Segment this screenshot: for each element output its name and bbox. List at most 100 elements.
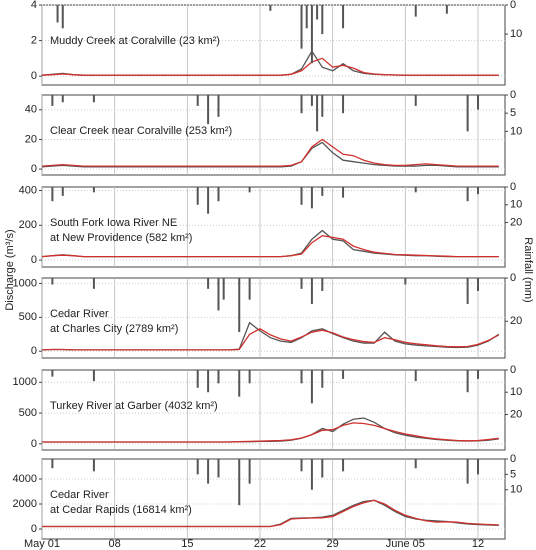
panel-title: at Cedar Rapids (16814 km²) (50, 504, 192, 516)
rainfall-bar (466, 95, 469, 132)
y-tick-label: 400 (19, 184, 37, 196)
rainfall-bar (207, 95, 210, 125)
y2-tick-label: 0 (510, 453, 516, 465)
rainfall-bar (321, 187, 324, 196)
rainfall-bar (217, 187, 220, 202)
rainfall-bar (414, 370, 417, 382)
rainfall-bar (300, 95, 303, 114)
panel-title: Turkey River at Garber (4032 km²) (50, 400, 218, 412)
rainfall-bar (217, 370, 220, 384)
rainfall-bar (466, 187, 469, 202)
rainfall-bar (217, 459, 220, 478)
rainfall-bar (207, 187, 210, 214)
y2-axis-label: Rainfall (mm) (522, 237, 534, 302)
y2-tick-label: 0 (510, 89, 516, 101)
y2-tick-label: 10 (510, 28, 522, 40)
rainfall-bar (321, 95, 324, 117)
rainfall-bar (404, 278, 407, 285)
rainfall-bar (310, 278, 313, 304)
y-tick-label: 0 (31, 345, 37, 357)
rainfall-bar (238, 370, 241, 397)
rainfall-bar (92, 187, 95, 193)
rainfall-bar (61, 187, 64, 196)
rainfall-bar (207, 370, 210, 393)
y-tick-label: 1000 (13, 376, 37, 388)
rainfall-bar (51, 187, 54, 202)
rainfall-bar (305, 5, 308, 29)
rainfall-bar (248, 370, 251, 384)
y2-tick-label: 5 (510, 468, 516, 480)
y2-tick-label: 0 (510, 364, 516, 376)
rainfall-bar (414, 459, 417, 469)
y-tick-label: 500 (19, 311, 37, 323)
rainfall-bar (248, 278, 251, 300)
discharge-line (41, 49, 499, 76)
rainfall-bar (51, 370, 54, 377)
rainfall-bar (61, 5, 64, 29)
rainfall-bar (300, 278, 303, 289)
discharge-line (41, 141, 499, 168)
y2-tick-label: 10 (510, 386, 522, 398)
y2-tick-label: 5 (510, 107, 516, 119)
rainfall-bar (300, 5, 303, 49)
panel-title: at Charles City (2789 km²) (50, 323, 178, 335)
rainfall-bar (196, 370, 199, 388)
rainfall-bar (342, 187, 345, 198)
rainfall-bar (414, 95, 417, 106)
rainfall-bar (466, 459, 469, 484)
rainfall-bar (466, 370, 469, 393)
rainfall-bar (92, 459, 95, 472)
y-tick-label: 2 (31, 34, 37, 46)
y-tick-label: 0 (31, 163, 37, 175)
y-tick-label: 4 (31, 0, 37, 11)
rainfall-bar (321, 459, 324, 478)
rainfall-bar (51, 278, 54, 285)
panel-title: Clear Creek near Coralville (253 km²) (50, 125, 232, 137)
rainfall-bar (342, 370, 345, 379)
rainfall-bar (56, 5, 59, 23)
rainfall-bar (310, 187, 313, 209)
discharge-line (41, 235, 499, 258)
rainfall-bar (342, 5, 345, 29)
rainfall-bar (238, 459, 241, 506)
rainfall-bar (414, 187, 417, 193)
y-tick-label: 4000 (13, 473, 37, 485)
y2-tick-label: 10 (510, 125, 522, 137)
y2-tick-label: 10 (510, 484, 522, 496)
rainfall-bar (300, 370, 303, 384)
y-tick-label: 0 (31, 523, 37, 535)
y2-tick-label: 0 (510, 272, 516, 284)
rainfall-bar (477, 187, 480, 195)
discharge-line (42, 499, 499, 528)
x-tick-label: 12 (472, 538, 484, 550)
rainfall-bar (342, 95, 345, 114)
rainfall-bar (300, 187, 303, 205)
rainfall-bar (61, 95, 64, 103)
x-tick-label: 22 (254, 538, 266, 550)
x-tick-label: May 01 (24, 538, 60, 550)
y2-tick-label: 0 (510, 181, 516, 193)
rainfall-bar (92, 278, 95, 289)
rainfall-bar (92, 370, 95, 382)
discharge-line (41, 138, 499, 167)
y-tick-label: 20 (25, 133, 37, 145)
rainfall-bar (414, 5, 417, 17)
rainfall-bar (207, 278, 210, 289)
rainfall-bar (51, 459, 54, 469)
y2-tick-label: 10 (510, 199, 522, 211)
panel-title: at New Providence (582 km²) (50, 232, 192, 244)
y2-tick-label: 0 (510, 0, 516, 11)
x-tick-label: 29 (327, 538, 339, 550)
y2-tick-label: 20 (510, 315, 522, 327)
x-tick-label: 08 (109, 538, 121, 550)
x-tick-label: June 05 (386, 538, 425, 550)
rainfall-bar (196, 95, 199, 106)
rainfall-bar (248, 459, 251, 484)
rainfall-bar (321, 370, 324, 388)
y-tick-label: 500 (19, 407, 37, 419)
y-tick-label: 40 (25, 104, 37, 116)
discharge-line (41, 328, 500, 351)
rainfall-bar (222, 278, 225, 300)
rainfall-bar (321, 278, 324, 291)
